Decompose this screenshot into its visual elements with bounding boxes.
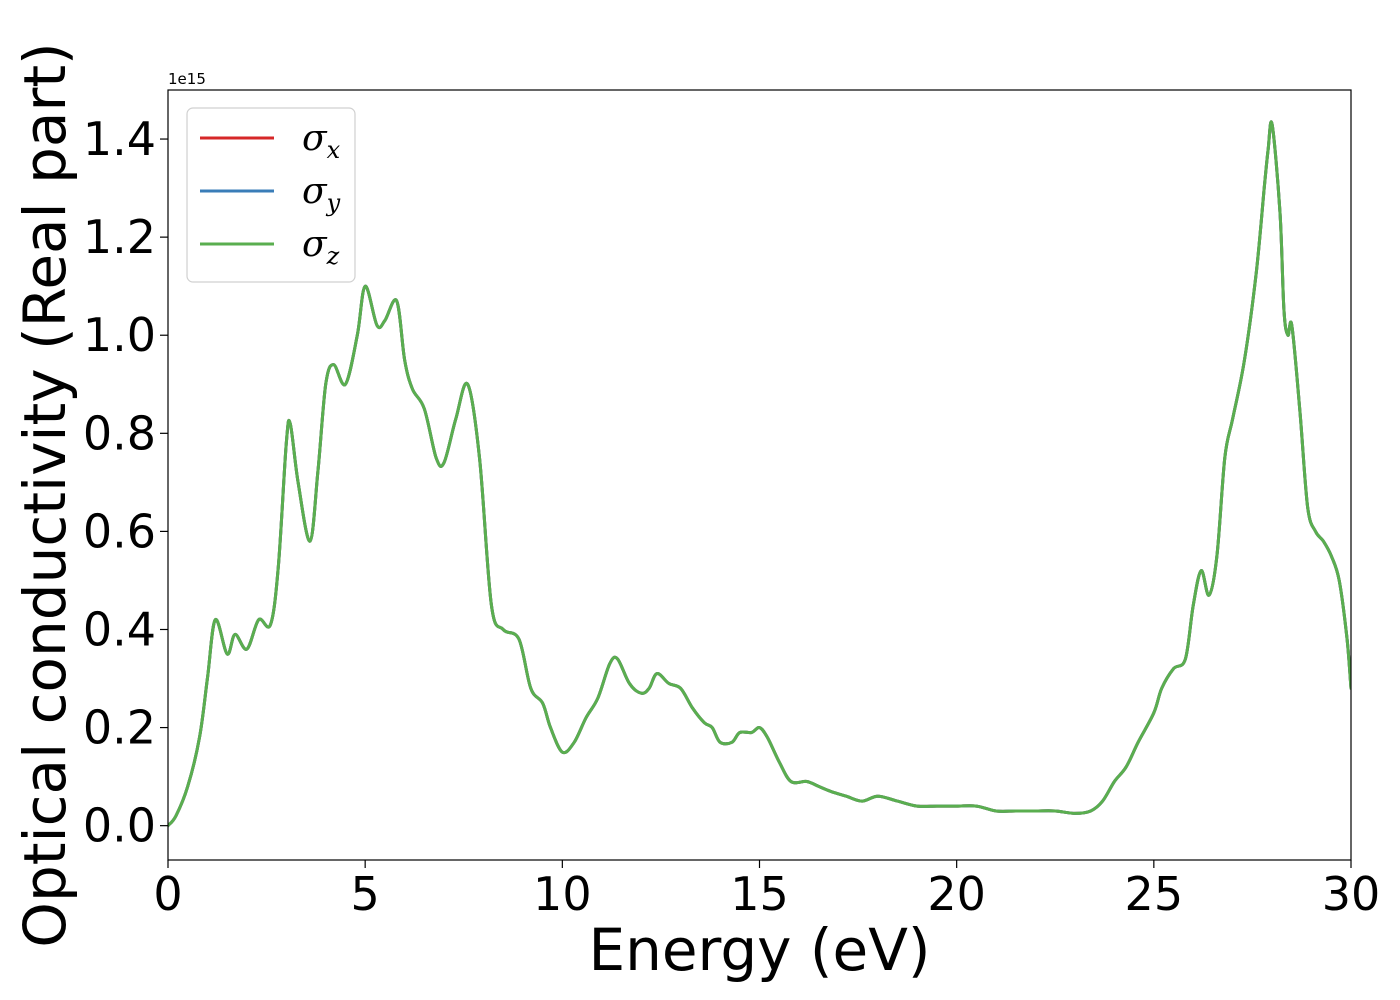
legend-label-2: σy — [302, 171, 341, 217]
y-tick-label: 0.0 — [83, 799, 156, 853]
x-tick-label: 15 — [730, 867, 789, 921]
x-tick-label: 5 — [351, 867, 380, 921]
x-axis-ticks: 0 5 10 15 20 25 30 — [153, 860, 1380, 921]
x-tick-label: 25 — [1125, 867, 1184, 921]
legend: σx σy σz — [186, 107, 356, 283]
y-tick-label: 1.0 — [83, 308, 156, 362]
y-axis-ticks: 0.0 0.2 0.4 0.6 0.8 1.0 1.2 1.4 — [83, 112, 168, 853]
x-tick-label: 0 — [153, 867, 182, 921]
y-tick-label: 1.2 — [83, 210, 156, 264]
y-tick-label: 0.8 — [83, 406, 156, 460]
legend-label-1: σx — [302, 118, 341, 164]
x-axis-label: Energy (eV) — [588, 916, 930, 984]
y-axis-label: Optical conductivity (Real part) — [11, 42, 79, 947]
y-tick-label: 1.4 — [83, 112, 156, 166]
y-tick-label: 0.2 — [83, 701, 156, 755]
plot-lines — [168, 120, 1351, 828]
series-line-3 — [168, 120, 1351, 828]
y-tick-label: 0.6 — [83, 504, 156, 558]
x-tick-label: 20 — [927, 867, 986, 921]
legend-box — [186, 107, 356, 283]
legend-label-3: σz — [302, 224, 340, 270]
y-offset-label: 1e15 — [168, 70, 206, 88]
x-tick-label: 30 — [1322, 867, 1381, 921]
y-tick-label: 0.4 — [83, 602, 156, 656]
x-tick-label: 10 — [533, 867, 592, 921]
